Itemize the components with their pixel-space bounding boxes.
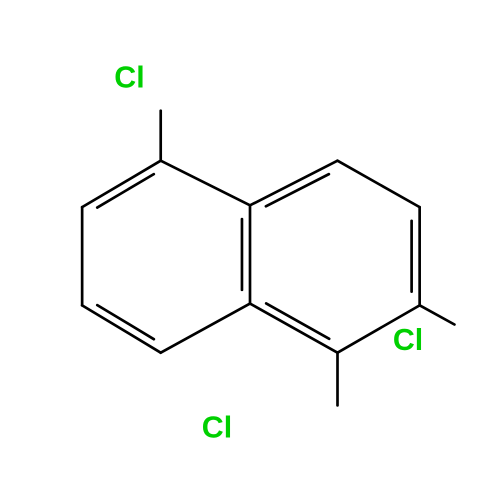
bond [250,304,338,353]
cl7-label: Cl [393,324,423,357]
bonds-group [82,111,454,406]
bond [97,174,154,207]
cl8-label: Cl [202,412,232,445]
bond [161,161,250,206]
cl1-label: Cl [114,62,144,95]
bond [82,161,161,207]
bond [266,303,329,338]
molecule-canvas: Cl Cl Cl [0,0,500,500]
bond [338,161,420,207]
bond [250,161,338,206]
bond [161,304,250,353]
bond [82,305,161,352]
bond [266,174,329,206]
bond [97,305,154,339]
bond [420,305,455,324]
